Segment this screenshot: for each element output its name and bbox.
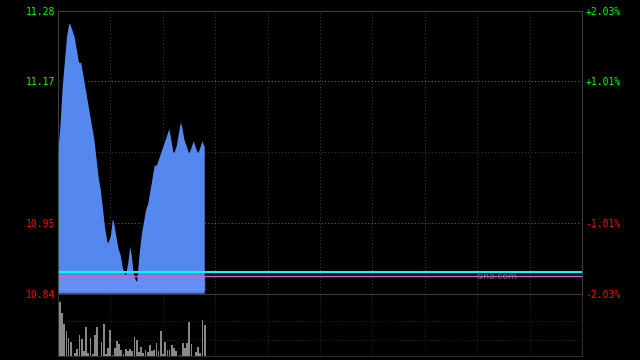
Bar [109, 330, 111, 356]
Bar [166, 350, 168, 356]
Bar [94, 334, 96, 356]
Bar [120, 350, 122, 356]
Bar [81, 339, 83, 356]
Bar [197, 347, 199, 356]
Bar [157, 351, 159, 356]
Bar [114, 348, 116, 356]
Bar [68, 338, 70, 356]
Bar [70, 342, 72, 356]
Bar [111, 355, 113, 356]
Bar [123, 354, 124, 356]
Bar [136, 341, 138, 356]
Bar [154, 350, 155, 356]
Bar [195, 352, 197, 356]
Bar [156, 342, 157, 356]
Bar [118, 344, 120, 356]
Bar [138, 352, 140, 356]
Bar [184, 348, 186, 356]
Bar [160, 330, 162, 356]
Bar [182, 343, 184, 356]
Bar [74, 353, 76, 356]
Bar [77, 349, 78, 356]
Bar [140, 347, 142, 356]
Bar [188, 323, 190, 356]
Bar [103, 324, 104, 356]
Bar [108, 348, 109, 356]
Bar [180, 355, 182, 356]
Text: sina.com: sina.com [476, 273, 517, 282]
Bar [134, 337, 135, 356]
Bar [125, 349, 127, 356]
Bar [100, 342, 102, 356]
Bar [204, 325, 205, 356]
Bar [164, 342, 166, 356]
Bar [96, 327, 98, 356]
Bar [162, 354, 164, 356]
Bar [79, 334, 81, 356]
Bar [65, 331, 67, 356]
Bar [151, 351, 153, 356]
Bar [129, 349, 131, 356]
Bar [105, 354, 107, 356]
Bar [83, 351, 85, 356]
Bar [202, 320, 204, 356]
Bar [171, 345, 173, 356]
Bar [186, 343, 188, 356]
Bar [147, 352, 148, 356]
Bar [88, 353, 89, 356]
Bar [61, 313, 63, 356]
Bar [116, 341, 118, 356]
Bar [92, 354, 93, 356]
Bar [127, 351, 129, 356]
Bar [149, 345, 150, 356]
Bar [145, 350, 147, 356]
Bar [57, 327, 58, 356]
Bar [175, 351, 177, 356]
Bar [191, 344, 193, 356]
Bar [63, 324, 65, 356]
Bar [173, 348, 175, 356]
Bar [131, 351, 133, 356]
Bar [169, 350, 170, 356]
Bar [59, 302, 61, 356]
Bar [142, 353, 144, 356]
Bar [85, 327, 87, 356]
Bar [200, 354, 201, 356]
Bar [90, 338, 92, 356]
